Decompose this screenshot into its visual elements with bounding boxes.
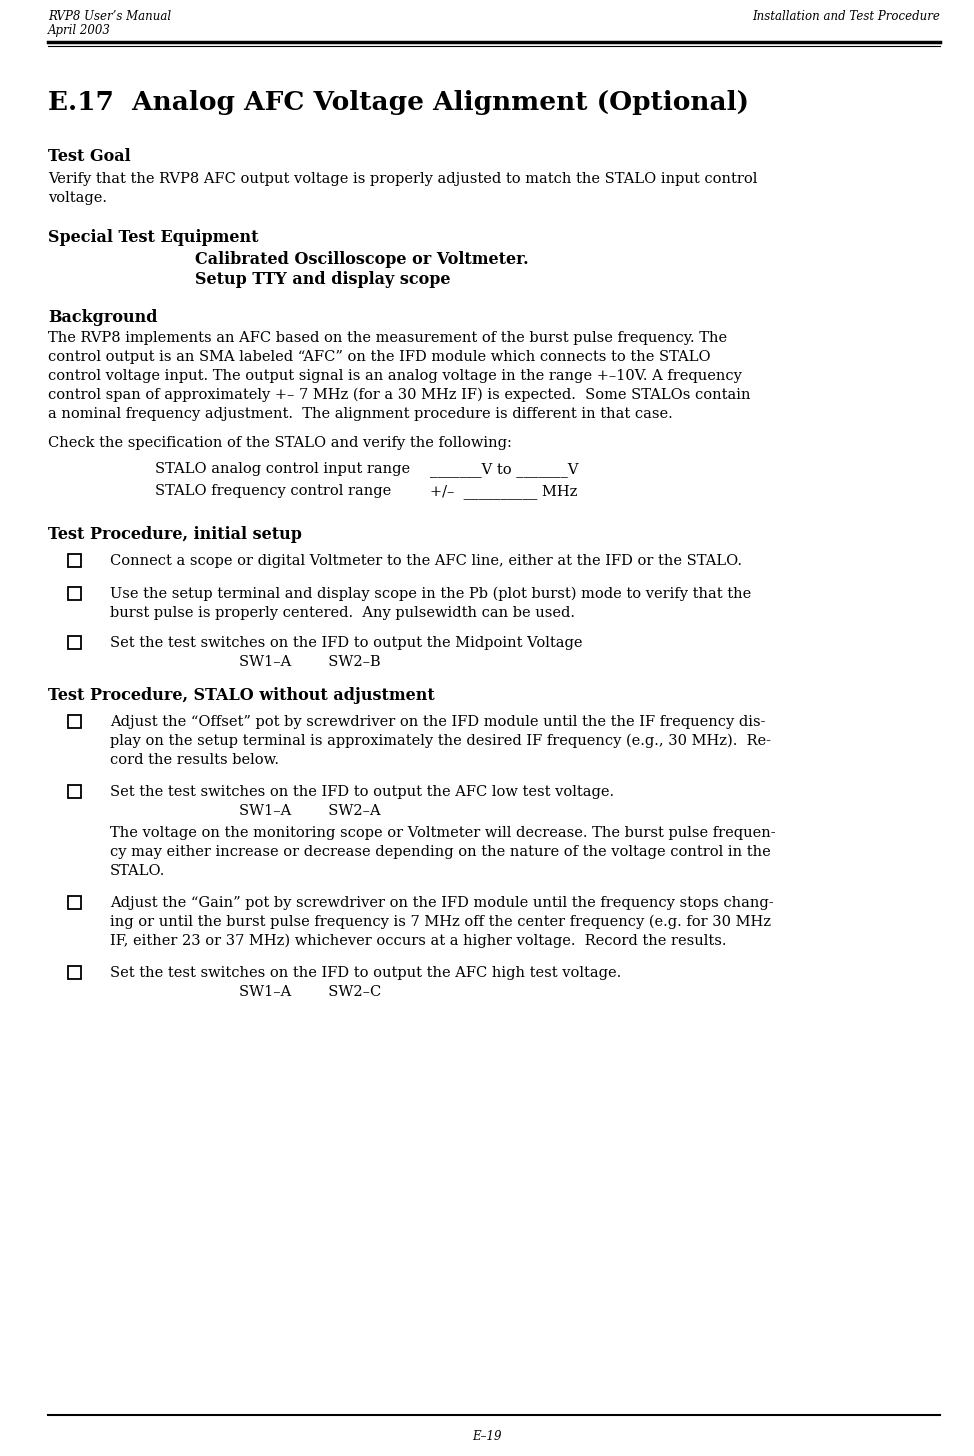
Text: voltage.: voltage. <box>48 191 107 205</box>
Text: Setup TTY and display scope: Setup TTY and display scope <box>195 271 451 288</box>
Text: RVP8 User’s Manual: RVP8 User’s Manual <box>48 10 171 23</box>
Text: E.17  Analog AFC Voltage Alignment (Optional): E.17 Analog AFC Voltage Alignment (Optio… <box>48 90 749 115</box>
Text: Test Goal: Test Goal <box>48 149 131 165</box>
Text: Set the test switches on the IFD to output the Midpoint Voltage: Set the test switches on the IFD to outp… <box>110 636 582 649</box>
Text: +/–  __________ MHz: +/– __________ MHz <box>430 483 578 499</box>
Bar <box>68 895 81 909</box>
Text: E–19: E–19 <box>472 1430 502 1443</box>
Bar <box>68 785 81 798</box>
Text: Calibrated Oscilloscope or Voltmeter.: Calibrated Oscilloscope or Voltmeter. <box>195 250 529 268</box>
Text: control span of approximately +– 7 MHz (for a 30 MHz IF) is expected.  Some STAL: control span of approximately +– 7 MHz (… <box>48 387 751 402</box>
Text: SW1–A        SW2–B: SW1–A SW2–B <box>240 655 381 668</box>
Text: Adjust the “Gain” pot by screwdriver on the IFD module until the frequency stops: Adjust the “Gain” pot by screwdriver on … <box>110 895 773 910</box>
Text: SW1–A        SW2–A: SW1–A SW2–A <box>240 804 381 818</box>
Text: SW1–A        SW2–C: SW1–A SW2–C <box>239 986 381 999</box>
Text: Installation and Test Procedure: Installation and Test Procedure <box>752 10 940 23</box>
Bar <box>68 636 81 649</box>
Text: cord the results below.: cord the results below. <box>110 753 279 767</box>
Text: Set the test switches on the IFD to output the AFC high test voltage.: Set the test switches on the IFD to outp… <box>110 965 621 980</box>
Text: The voltage on the monitoring scope or Voltmeter will decrease. The burst pulse : The voltage on the monitoring scope or V… <box>110 826 775 840</box>
Text: burst pulse is properly centered.  Any pulsewidth can be used.: burst pulse is properly centered. Any pu… <box>110 606 575 620</box>
Text: _______V to _______V: _______V to _______V <box>430 462 579 478</box>
Bar <box>68 553 81 566</box>
Text: Special Test Equipment: Special Test Equipment <box>48 229 258 246</box>
Text: Connect a scope or digital Voltmeter to the AFC line, either at the IFD or the S: Connect a scope or digital Voltmeter to … <box>110 553 742 568</box>
Text: STALO frequency control range: STALO frequency control range <box>155 483 392 498</box>
Text: control output is an SMA labeled “AFC” on the IFD module which connects to the S: control output is an SMA labeled “AFC” o… <box>48 349 711 364</box>
Text: Test Procedure, STALO without adjustment: Test Procedure, STALO without adjustment <box>48 687 434 705</box>
Text: ing or until the burst pulse frequency is 7 MHz off the center frequency (e.g. f: ing or until the burst pulse frequency i… <box>110 914 771 929</box>
Text: The RVP8 implements an AFC based on the measurement of the burst pulse frequency: The RVP8 implements an AFC based on the … <box>48 331 728 345</box>
Text: play on the setup terminal is approximately the desired IF frequency (e.g., 30 M: play on the setup terminal is approximat… <box>110 734 771 748</box>
Text: Adjust the “Offset” pot by screwdriver on the IFD module until the the IF freque: Adjust the “Offset” pot by screwdriver o… <box>110 715 766 729</box>
Text: Check the specification of the STALO and verify the following:: Check the specification of the STALO and… <box>48 435 512 450</box>
Text: a nominal frequency adjustment.  The alignment procedure is different in that ca: a nominal frequency adjustment. The alig… <box>48 408 673 421</box>
Text: STALO.: STALO. <box>110 863 166 878</box>
Bar <box>68 965 81 978</box>
Text: Background: Background <box>48 309 158 326</box>
Text: control voltage input. The output signal is an analog voltage in the range +–10V: control voltage input. The output signal… <box>48 368 742 383</box>
Text: IF, either 23 or 37 MHz) whichever occurs at a higher voltage.  Record the resul: IF, either 23 or 37 MHz) whichever occur… <box>110 933 727 948</box>
Text: April 2003: April 2003 <box>48 23 111 36</box>
Bar <box>68 715 81 728</box>
Text: Test Procedure, initial setup: Test Procedure, initial setup <box>48 526 302 543</box>
Bar <box>68 587 81 600</box>
Text: Use the setup terminal and display scope in the Pb (plot burst) mode to verify t: Use the setup terminal and display scope… <box>110 587 751 601</box>
Text: Verify that the RVP8 AFC output voltage is properly adjusted to match the STALO : Verify that the RVP8 AFC output voltage … <box>48 172 758 186</box>
Text: STALO analog control input range: STALO analog control input range <box>155 462 410 476</box>
Text: Set the test switches on the IFD to output the AFC low test voltage.: Set the test switches on the IFD to outp… <box>110 785 615 799</box>
Text: cy may either increase or decrease depending on the nature of the voltage contro: cy may either increase or decrease depen… <box>110 844 770 859</box>
